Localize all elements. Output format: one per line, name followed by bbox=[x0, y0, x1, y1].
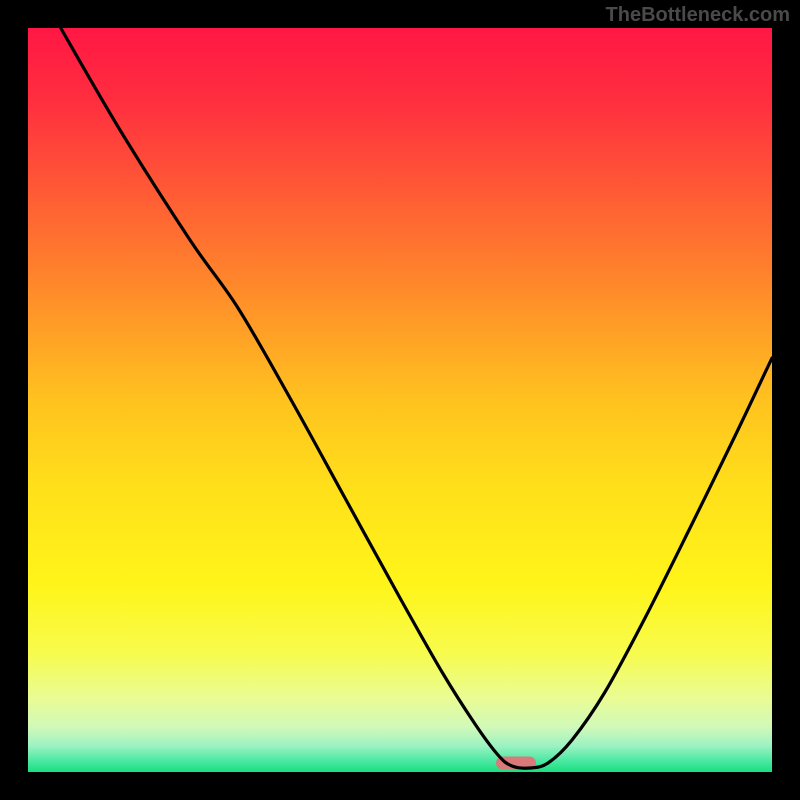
bottleneck-chart bbox=[0, 0, 800, 800]
chart-container: TheBottleneck.com bbox=[0, 0, 800, 800]
chart-background bbox=[28, 28, 772, 772]
watermark-text: TheBottleneck.com bbox=[606, 4, 790, 27]
